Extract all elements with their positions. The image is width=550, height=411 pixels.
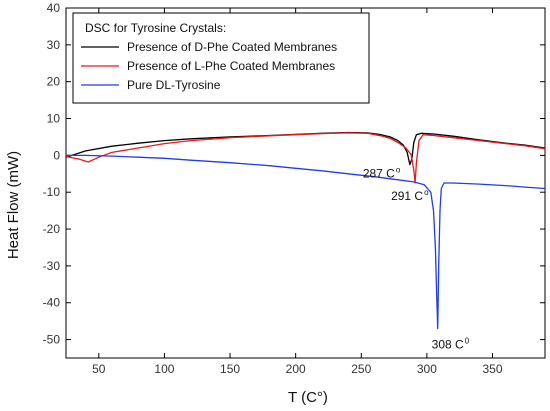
legend-box xyxy=(72,12,370,104)
legend: DSC for Tyrosine Crystals: Presence of D-… xyxy=(72,12,370,104)
series-line-2 xyxy=(65,132,546,184)
y-axis-title-wrap: Heat Flow (mW) xyxy=(5,151,22,259)
x-tick-label: 250 xyxy=(351,362,371,376)
series-line-3 xyxy=(66,154,546,330)
peak-label-superscript: o xyxy=(396,166,401,175)
y-axis-title: Heat Flow (mW) xyxy=(5,151,22,259)
legend-title: DSC for Tyrosine Crystals: xyxy=(85,21,226,35)
peak-label: 308 C xyxy=(432,338,464,352)
x-tick-label: 350 xyxy=(482,362,502,376)
y-tick-label: 20 xyxy=(47,75,61,89)
x-tick-label: 200 xyxy=(286,362,306,376)
y-tick-label: 0 xyxy=(53,148,60,162)
y-tick-label: -30 xyxy=(43,259,61,273)
peak-label-superscript: o xyxy=(424,188,429,197)
y-tick-label: -50 xyxy=(43,333,61,347)
plot-series xyxy=(65,131,546,330)
y-tick-label: -10 xyxy=(43,185,61,199)
y-tick-label: 40 xyxy=(47,1,61,15)
y-tick-label: -40 xyxy=(43,296,61,310)
x-tick-label: 150 xyxy=(220,362,240,376)
peak-label: 287 C xyxy=(363,167,395,181)
plot-frame xyxy=(65,7,546,359)
legend-entry: Presence of L-Phe Coated Membranes xyxy=(127,59,335,73)
y-tick-label: 10 xyxy=(47,112,61,126)
peak-label-superscript: 0 xyxy=(465,337,470,346)
y-tick-label: -20 xyxy=(43,222,61,236)
x-tick-label: 300 xyxy=(417,362,437,376)
axes: 50 100 150 200 250 300 350-50-40-30-20-1001020… xyxy=(43,1,546,376)
x-axis-title: T (C°) xyxy=(288,389,328,406)
x-tick-label: 100 xyxy=(154,362,174,376)
y-tick-label: 30 xyxy=(47,38,61,52)
series-line-1 xyxy=(65,131,546,166)
legend-entry: Pure DL-Tyrosine xyxy=(127,78,221,92)
peak-label: 291 C xyxy=(391,189,423,203)
x-tick-label: 50 xyxy=(92,362,106,376)
legend-entry: Presence of D-Phe Coated Membranes xyxy=(127,40,337,54)
